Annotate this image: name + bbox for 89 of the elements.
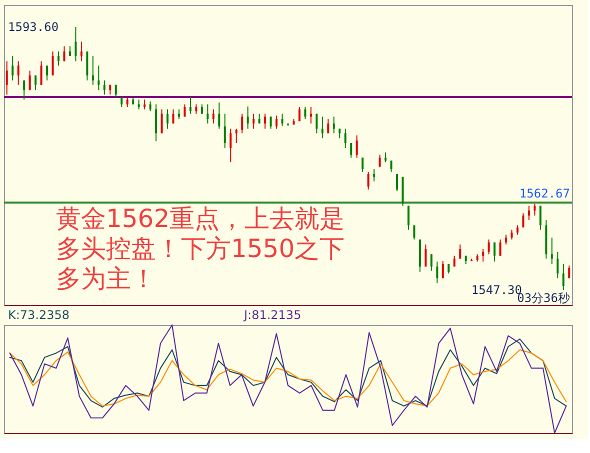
candlestick [276, 115, 278, 130]
candlestick [516, 224, 518, 236]
candlestick [63, 46, 66, 62]
candlestick [34, 74, 37, 91]
candlestick [298, 106, 300, 122]
annotation: 1562.67 [519, 186, 570, 201]
candlestick [550, 237, 553, 264]
candlestick [172, 108, 174, 124]
candlestick [316, 113, 318, 134]
candlestick [144, 99, 146, 110]
candlestick [568, 265, 570, 279]
candlestick [488, 239, 490, 255]
candlestick [390, 160, 392, 172]
candlestick [494, 242, 496, 262]
candlestick [149, 100, 152, 112]
candlestick [212, 108, 214, 124]
candlestick [86, 50, 88, 81]
candlestick [52, 50, 54, 76]
candlestick [189, 96, 192, 114]
annotation: 多头控盘！下方1550之下 [56, 234, 345, 263]
candlestick [413, 224, 416, 240]
candlestick [344, 128, 346, 148]
candlestick [195, 104, 198, 114]
candlestick [378, 154, 381, 168]
candlestick [246, 106, 249, 130]
candlestick [424, 244, 427, 268]
candlestick [304, 106, 306, 120]
candlestick [510, 229, 513, 240]
candlestick [230, 128, 232, 163]
candlestick [58, 50, 60, 66]
candlestick [166, 108, 169, 130]
candlestick [252, 113, 255, 130]
candlestick [436, 261, 438, 284]
candlestick [270, 116, 272, 130]
candlestick [138, 99, 140, 110]
candlestick [12, 55, 14, 81]
annotation: 黄金1562重点，上去就是 [56, 204, 345, 233]
candlestick [28, 70, 31, 91]
candlestick [539, 205, 542, 230]
candlestick [98, 65, 100, 91]
candlestick [281, 113, 284, 126]
candlestick [373, 168, 376, 182]
candlestick [264, 113, 266, 130]
candlestick [562, 263, 564, 290]
candlestick [68, 46, 71, 56]
candlestick [224, 113, 226, 148]
candlestick [92, 55, 94, 86]
annotation: 多为主！ [56, 264, 156, 293]
candlestick [327, 118, 330, 134]
candlestick [74, 26, 77, 62]
candlestick [218, 102, 220, 130]
candlestick [430, 254, 432, 272]
candlestick [40, 60, 42, 86]
candlestick [6, 60, 8, 96]
candlestick [114, 84, 117, 98]
candlestick [396, 174, 398, 192]
candlestick [241, 113, 244, 134]
text: K:73.2358 [8, 308, 70, 322]
candlestick [528, 205, 530, 221]
candlestick [367, 171, 370, 190]
candlestick [356, 134, 358, 158]
candlestick [126, 96, 128, 108]
candlestick [482, 248, 484, 262]
series-label: J:81.2135 [243, 308, 302, 322]
candlestick [80, 41, 82, 62]
candlestick [407, 205, 410, 230]
candlestick [442, 260, 444, 279]
candlestick [46, 65, 48, 81]
candlestick [160, 108, 163, 134]
candlestick [459, 244, 462, 260]
candlestick [534, 203, 536, 216]
candlestick [206, 104, 209, 124]
candlestick [103, 80, 106, 96]
candlestick [362, 157, 364, 172]
candlestick [350, 142, 352, 158]
candlestick [184, 104, 186, 118]
candlestick [332, 116, 335, 134]
annotation: 1593.60 [8, 20, 59, 34]
candlestick [556, 251, 559, 279]
candlestick [499, 239, 502, 256]
candlestick [505, 234, 508, 245]
candlestick [235, 128, 238, 144]
candlestick [384, 152, 387, 163]
candlestick [522, 212, 524, 228]
candlestick [155, 104, 158, 142]
candlestick [321, 116, 324, 139]
candlestick [200, 104, 203, 114]
candlestick [17, 60, 20, 86]
candlestick [23, 80, 26, 100]
